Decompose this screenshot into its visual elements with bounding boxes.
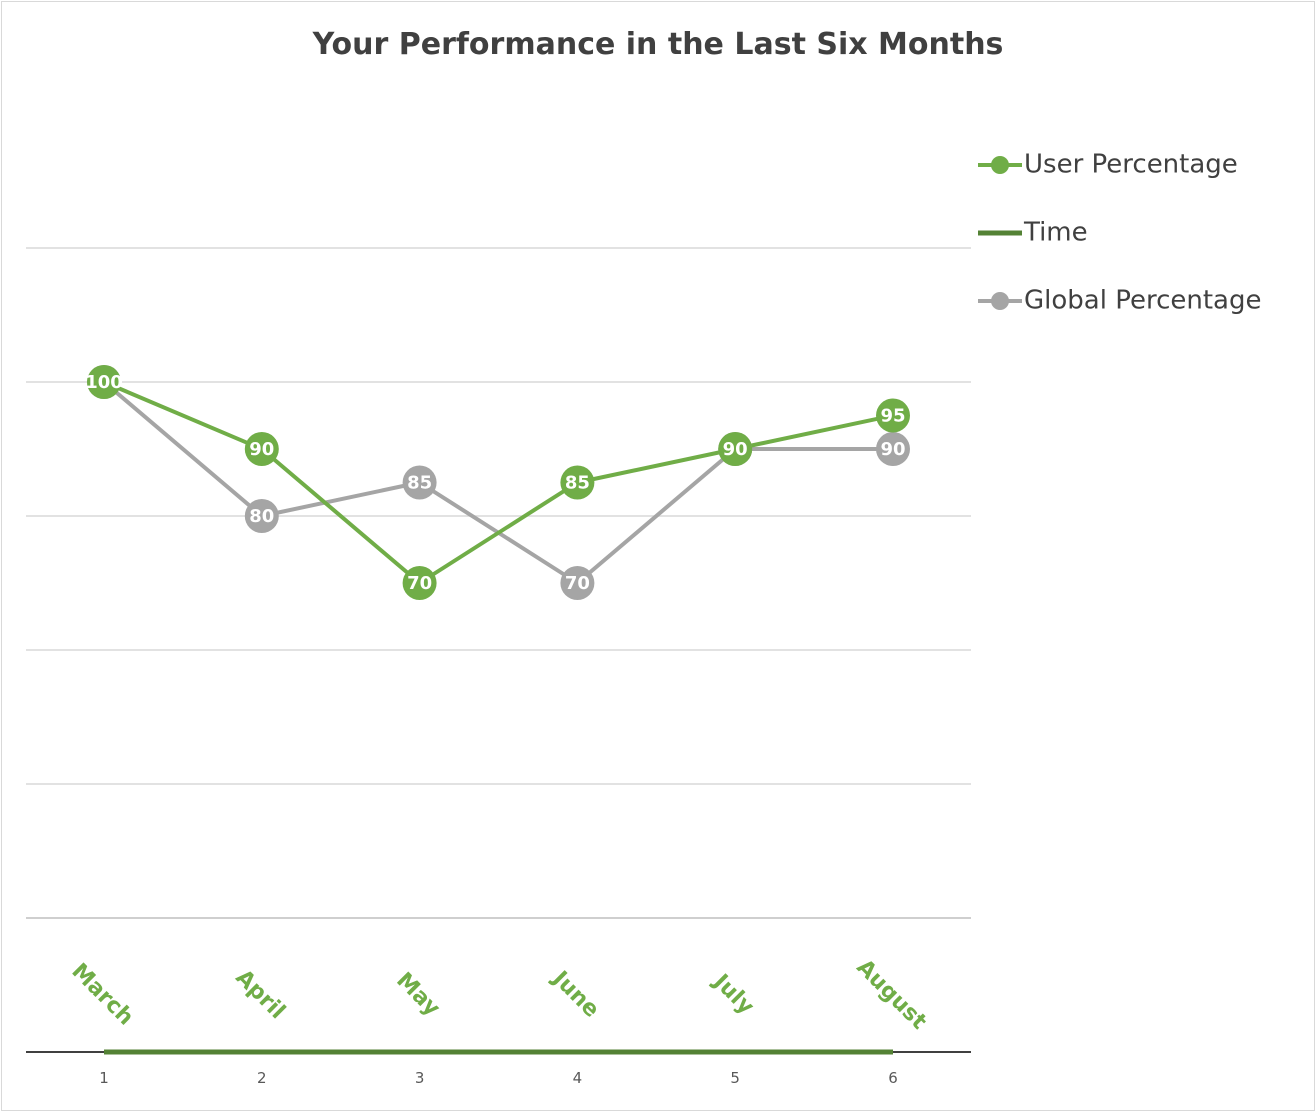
- global-percentage-data-label: 70: [565, 573, 590, 594]
- month-label-july: July: [707, 968, 758, 1019]
- user-percentage-data-label: 70: [407, 573, 432, 594]
- legend-label-time: Time: [1023, 218, 1088, 248]
- global-percentage-data-label: 80: [249, 506, 274, 527]
- legend: User Percentage Time Global Percentage: [978, 150, 1261, 316]
- user-percentage-data-label: 85: [565, 473, 590, 494]
- legend-label-global-percentage: Global Percentage: [1024, 286, 1261, 316]
- month-label-april: April: [231, 965, 290, 1024]
- user-percentage-point: [87, 365, 121, 399]
- user-percentage-data-label: 100: [85, 372, 123, 393]
- chart-title: Your Performance in the Last Six Months: [312, 27, 1004, 62]
- series-lines: March April May June July August: [67, 380, 932, 1055]
- user-percentage-point: [244, 432, 279, 466]
- x-axis: 1 2 3 4 5 6: [26, 1051, 971, 1087]
- month-label-august: August: [852, 955, 932, 1035]
- user-percentage-point: [402, 566, 437, 600]
- series-line-global-percentage: [102, 380, 895, 585]
- x-tick-label: 4: [573, 1069, 583, 1087]
- gridlines: [26, 247, 971, 919]
- series-markers: 10080857090901009070859095: [85, 365, 910, 600]
- user-percentage-data-label: 90: [249, 439, 274, 460]
- x-tick-label: 2: [257, 1069, 267, 1087]
- month-label-march: March: [67, 959, 139, 1031]
- x-tick-label: 6: [888, 1069, 898, 1087]
- month-label-june: June: [546, 965, 604, 1023]
- series-line-user-percentage: [102, 380, 895, 585]
- x-tick-label: 5: [730, 1069, 740, 1087]
- legend-marker-user-percentage: [991, 156, 1009, 174]
- global-percentage-point: [244, 499, 279, 533]
- user-percentage-point: [560, 465, 595, 500]
- user-percentage-data-label: 90: [723, 439, 748, 460]
- legend-label-user-percentage: User Percentage: [1024, 150, 1238, 180]
- user-percentage-point: [718, 432, 753, 466]
- month-label-may: May: [391, 968, 444, 1021]
- x-tick-label: 3: [415, 1069, 425, 1087]
- global-percentage-data-label: 85: [407, 473, 432, 494]
- user-percentage-data-label: 95: [880, 406, 905, 427]
- global-percentage-point: [560, 566, 595, 600]
- global-percentage-point: [402, 465, 437, 500]
- legend-marker-global-percentage: [991, 292, 1009, 310]
- x-tick-label: 1: [99, 1069, 109, 1087]
- global-percentage-data-label: 90: [880, 439, 905, 460]
- global-percentage-point: [876, 432, 910, 466]
- user-percentage-point: [876, 398, 910, 433]
